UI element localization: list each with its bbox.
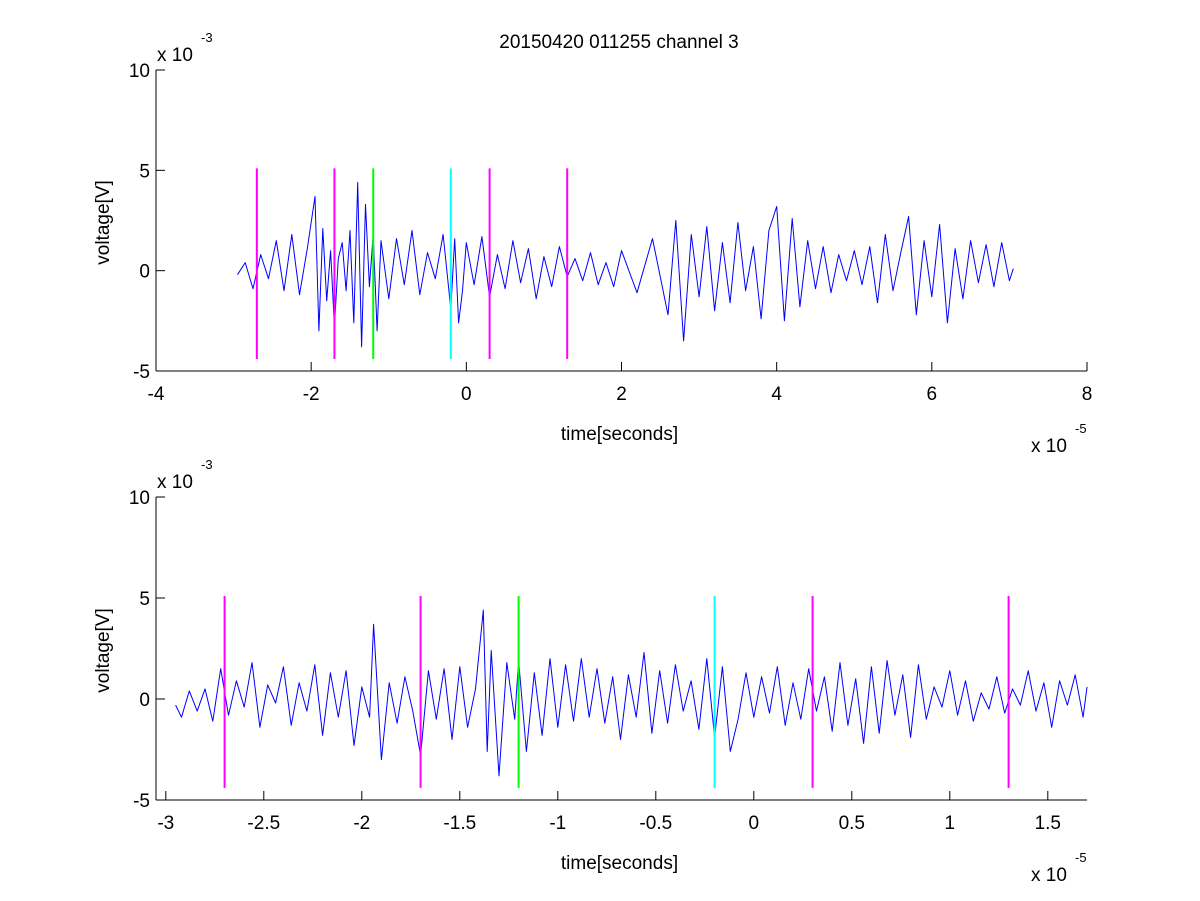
- y-axis-label: voltage[V]: [93, 180, 114, 265]
- y-tick-label: 5: [139, 161, 150, 182]
- x-tick-label: -1.5: [443, 813, 476, 834]
- x-tick-label: 1: [945, 813, 956, 834]
- y-multiplier-label: x 10: [157, 472, 193, 493]
- y-tick-label: 5: [139, 589, 150, 610]
- x-multiplier-label: x 10: [1031, 436, 1067, 457]
- x-tick-label: 6: [927, 384, 938, 405]
- x-tick-label: -2: [353, 813, 370, 834]
- x-multiplier-exponent: -5: [1075, 421, 1087, 436]
- y-tick-label: 0: [139, 690, 150, 711]
- y-tick-label: 0: [139, 262, 150, 283]
- y-tick-label: 10: [129, 61, 150, 82]
- y-multiplier-exponent: -3: [201, 30, 213, 45]
- x-tick-label: -4: [148, 384, 165, 405]
- x-multiplier-exponent: -5: [1075, 850, 1087, 865]
- y-multiplier-label: x 10: [157, 45, 193, 66]
- x-tick-label: -2.5: [247, 813, 280, 834]
- signal-trace: [175, 609, 1088, 777]
- y-tick-label: -5: [133, 791, 150, 812]
- x-tick-label: 1.5: [1035, 813, 1061, 834]
- x-tick-label: 2: [616, 384, 627, 405]
- x-tick-label: -2: [303, 384, 320, 405]
- x-multiplier-label: x 10: [1031, 865, 1067, 886]
- x-tick-label: 0.5: [839, 813, 865, 834]
- x-axis-label: time[seconds]: [561, 853, 678, 874]
- x-tick-label: -1: [549, 813, 566, 834]
- y-tick-label: -5: [133, 362, 150, 383]
- figure-title: 20150420 011255 channel 3: [499, 32, 739, 53]
- top-panel: -4 -2 0 2 4 6 8 -5 0 5 10 time[seconds] voltage[V] x …: [93, 30, 1092, 457]
- x-tick-label: 8: [1082, 384, 1093, 405]
- bottom-panel: -3 -2.5 -2 -1.5 -1 -0.5 0 0.5 1 1.5 -5 0 5 10 time[sec…: [93, 457, 1088, 886]
- y-tick-label: 10: [129, 488, 150, 509]
- y-multiplier-exponent: -3: [201, 457, 213, 472]
- x-tick-label: 0: [461, 384, 472, 405]
- x-tick-label: 0: [749, 813, 760, 834]
- x-tick-label: -0.5: [639, 813, 672, 834]
- signal-trace: [237, 181, 1014, 348]
- y-axis-label: voltage[V]: [93, 608, 114, 693]
- x-tick-label: -3: [157, 813, 174, 834]
- x-axis-label: time[seconds]: [561, 424, 678, 445]
- x-tick-label: 4: [771, 384, 782, 405]
